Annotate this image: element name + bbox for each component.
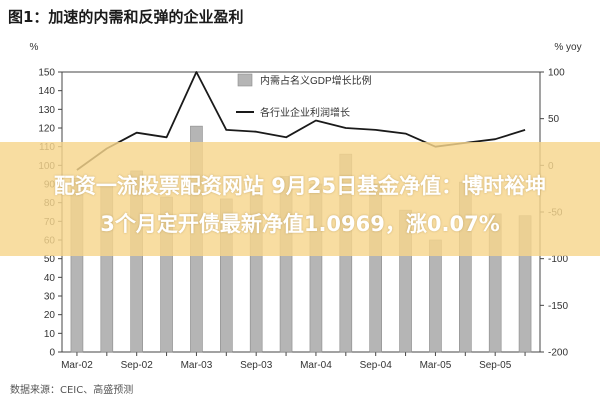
left-axis-tick-label: 120 <box>38 124 55 135</box>
x-axis-tick-label: Mar-05 <box>420 360 452 371</box>
legend-bar-swatch <box>237 73 253 87</box>
x-axis-tick-label: Sep-05 <box>479 360 512 371</box>
overlay-banner: 配资一流股票配资网站 9月25日基金净值：博时裕坤 3个月定开债最新净值1.09… <box>0 142 600 256</box>
bar <box>429 239 442 353</box>
x-axis-tick-label: Sep-03 <box>240 360 273 371</box>
left-axis-tick-label: 10 <box>44 329 56 340</box>
banner-headline-2: 3个月定开债最新净值1.0969，涨0.07% <box>100 212 500 236</box>
right-axis-tick-label: 100 <box>548 68 565 79</box>
figure-title: 图1：加速的内需和反弹的企业盈利 <box>8 8 244 26</box>
left-axis-tick-label: 0 <box>49 348 55 359</box>
x-axis-tick-label: Sep-04 <box>360 360 393 371</box>
x-axis-tick-label: Mar-02 <box>61 360 93 371</box>
left-axis-tick-label: 40 <box>44 273 56 284</box>
x-axis-tick-label: Sep-02 <box>121 360 154 371</box>
left-axis-tick-label: 150 <box>38 68 55 79</box>
legend-bar-label: 内需占名义GDP增长比例 <box>260 74 372 87</box>
left-axis-tick-label: 130 <box>38 105 55 116</box>
right-axis-tick-label: -200 <box>548 348 568 359</box>
left-axis-unit: % <box>30 42 39 53</box>
figure-source: 数据来源：CEIC、高盛预测 <box>10 385 134 396</box>
banner-headline-1: 配资一流股票配资网站 9月25日基金净值：博时裕坤 <box>53 174 547 198</box>
legend-line-label: 各行业企业利润增长 <box>260 106 350 119</box>
left-axis-tick-label: 20 <box>44 310 56 321</box>
left-axis-tick-label: 50 <box>44 254 56 265</box>
right-axis-tick-label: -100 <box>548 254 568 265</box>
right-axis-unit: % yoy <box>554 42 581 53</box>
x-axis-tick-label: Mar-04 <box>300 360 332 371</box>
left-axis-tick-label: 140 <box>38 86 55 97</box>
x-axis-tick-label: Mar-03 <box>181 360 213 371</box>
right-axis-tick-label: -150 <box>548 301 568 312</box>
right-axis-tick-label: 50 <box>548 114 560 125</box>
left-axis-tick-label: 30 <box>44 292 56 303</box>
